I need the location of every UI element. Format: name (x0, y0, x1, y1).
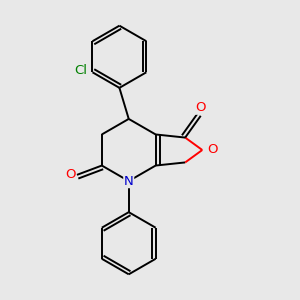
Text: O: O (207, 143, 218, 157)
Text: O: O (65, 168, 75, 182)
Text: N: N (124, 175, 134, 188)
Text: O: O (196, 101, 206, 114)
Text: Cl: Cl (75, 64, 88, 77)
